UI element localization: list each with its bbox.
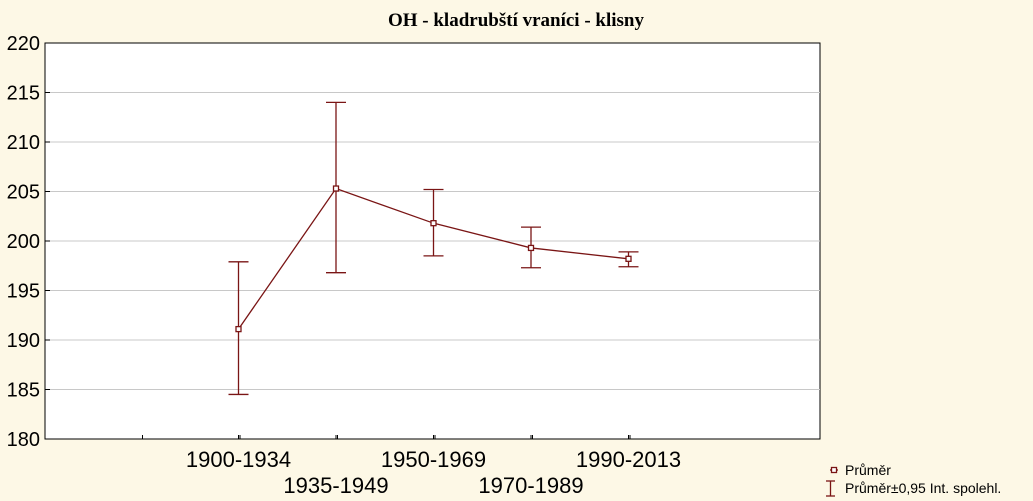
data-point bbox=[430, 220, 437, 227]
y-tick-label: 185 bbox=[7, 380, 40, 402]
y-tick-label: 220 bbox=[7, 33, 40, 55]
y-tick-label: 200 bbox=[7, 231, 40, 253]
chart-title: OH - kladrubští vraníci - klisny bbox=[388, 10, 645, 31]
data-point bbox=[235, 325, 242, 333]
data-point bbox=[625, 255, 632, 262]
x-tick-label: 1935-1949 bbox=[283, 473, 388, 498]
legend-entry-ci: Průměr±0,95 Int. spolehl. bbox=[845, 480, 1001, 496]
x-tick-label: 1990-2013 bbox=[576, 447, 681, 472]
y-tick-label: 195 bbox=[7, 281, 40, 303]
data-point bbox=[332, 185, 340, 192]
legend-mean-marker bbox=[830, 466, 838, 474]
y-tick-label: 190 bbox=[7, 330, 40, 352]
y-tick-label: 205 bbox=[7, 182, 40, 204]
x-tick-label: 1900-1934 bbox=[186, 447, 291, 472]
data-point bbox=[527, 244, 535, 252]
y-tick-label: 210 bbox=[7, 132, 40, 154]
legend: Průměr Průměr±0,95 Int. spolehl. bbox=[826, 462, 1001, 497]
y-tick-label: 215 bbox=[7, 83, 40, 105]
legend-entry-mean: Průměr bbox=[845, 462, 891, 478]
y-tick-label: 180 bbox=[7, 429, 40, 451]
x-tick-label: 1970-1989 bbox=[478, 473, 583, 498]
x-tick-label: 1950-1969 bbox=[381, 447, 486, 472]
